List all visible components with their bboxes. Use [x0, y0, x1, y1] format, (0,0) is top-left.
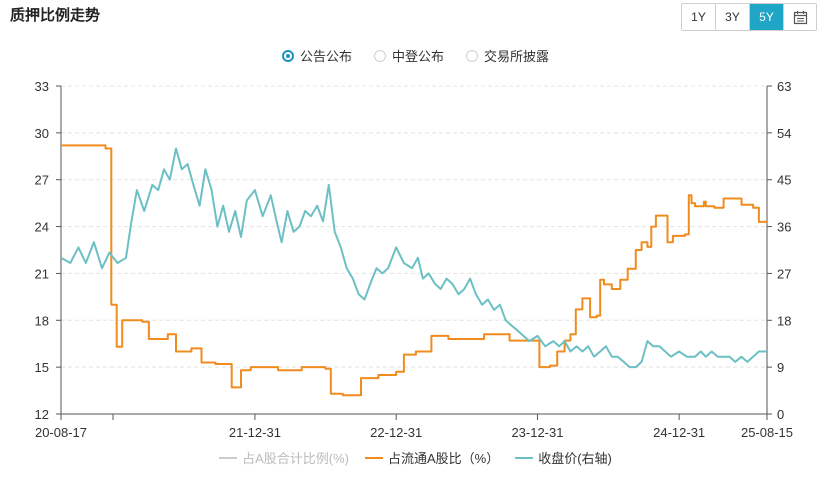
- legend-label: 收盘价(右轴): [538, 451, 612, 466]
- y-right-tick-label: 36: [777, 220, 791, 235]
- float-ratio-line: [61, 144, 767, 397]
- y-left-tick-label: 18: [35, 313, 49, 328]
- y-left-tick-label: 33: [35, 79, 49, 94]
- y-right-tick-label: 9: [777, 360, 784, 375]
- x-tick-label: 25-08-15: [741, 425, 793, 440]
- source-option-csdc[interactable]: 中登公布: [373, 46, 444, 65]
- x-tick-label: 24-12-31: [653, 425, 705, 440]
- chart-series: [60, 144, 767, 397]
- legend-swatch: [515, 456, 534, 459]
- calendar-icon-graphic: [793, 10, 807, 24]
- y-left-tick-label: 12: [35, 407, 49, 422]
- page-title: 质押比例走势: [10, 7, 101, 24]
- range-1y-button[interactable]: 1Y: [682, 4, 716, 30]
- time-range-selector: 1Y 3Y 5Y: [681, 3, 817, 31]
- x-tick-label: 23-12-31: [511, 425, 563, 440]
- source-option-announcement[interactable]: 公告公布: [281, 46, 352, 65]
- x-tick-label: 21-12-31: [229, 425, 281, 440]
- y-left-tick-label: 24: [35, 220, 49, 235]
- legend-swatch: [219, 456, 238, 459]
- source-selector: 公告公布 中登公布 交易所披露: [0, 46, 831, 65]
- y-left-tick-label: 15: [35, 360, 49, 375]
- legend-item-total-ratio[interactable]: 占A股合计比例(%): [219, 448, 349, 467]
- y-left-tick-label: 30: [35, 126, 49, 141]
- legend-label: 占流通A股比（%）: [387, 451, 500, 466]
- grid-lines: [61, 85, 767, 368]
- chart-axes: 12 15 18 21 24 27 30 33 0 9 18 27 36 45 54 63 20-08-17 21…: [35, 79, 793, 440]
- y-left-tick-label: 27: [35, 173, 49, 188]
- y-right-tick-label: 0: [777, 407, 784, 422]
- y-right-tick-label: 63: [777, 79, 791, 94]
- y-right-tick-label: 27: [777, 266, 791, 281]
- x-tick-label: 20-08-17: [35, 425, 87, 440]
- range-3y-button[interactable]: 3Y: [716, 4, 750, 30]
- radio-unchecked-icon[interactable]: [466, 49, 478, 62]
- source-option-label: 中登公布: [391, 49, 444, 64]
- legend-swatch: [364, 456, 383, 459]
- source-option-exchange[interactable]: 交易所披露: [466, 46, 549, 65]
- source-option-label: 公告公布: [299, 49, 352, 64]
- range-5y-button[interactable]: 5Y: [750, 4, 784, 30]
- x-tick-label: 22-12-31: [370, 425, 422, 440]
- source-option-label: 交易所披露: [484, 49, 550, 64]
- y-left-tick-label: 21: [35, 266, 49, 281]
- radio-unchecked-icon[interactable]: [373, 49, 386, 62]
- calendar-icon[interactable]: [784, 4, 816, 30]
- legend-item-close-price[interactable]: 收盘价(右轴): [515, 448, 612, 467]
- close-price-line: [60, 147, 767, 369]
- y-right-tick-label: 18: [777, 313, 791, 328]
- chart-legend: 占A股合计比例(%) 占流通A股比（%） 收盘价(右轴): [0, 448, 831, 467]
- y-right-tick-label: 54: [777, 126, 791, 141]
- legend-item-float-ratio[interactable]: 占流通A股比（%）: [364, 448, 500, 467]
- y-right-tick-label: 45: [777, 173, 791, 188]
- legend-label: 占A股合计比例(%): [242, 451, 349, 466]
- radio-checked-icon[interactable]: [281, 49, 294, 62]
